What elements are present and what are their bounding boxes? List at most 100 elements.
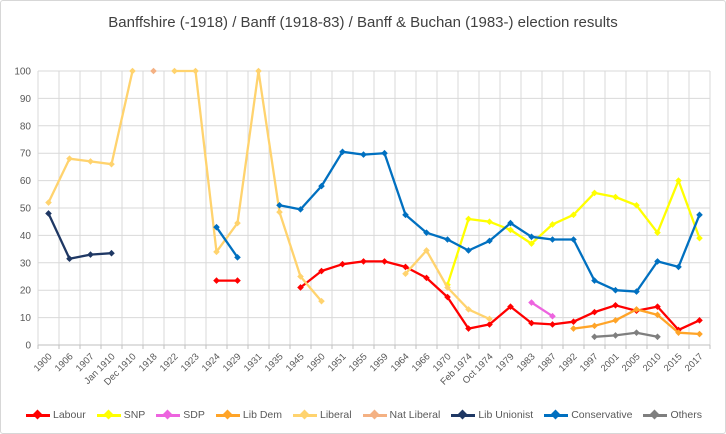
legend-marker <box>293 409 317 420</box>
y-tick-label: 40 <box>20 231 32 242</box>
data-point <box>213 223 220 231</box>
legend-label: Liberal <box>320 409 352 421</box>
data-point <box>654 229 661 236</box>
legend-diamond-icon <box>32 409 43 420</box>
legend-label: SDP <box>183 409 205 421</box>
y-tick-label: 10 <box>20 313 32 324</box>
data-point <box>570 318 577 326</box>
data-point <box>108 160 115 168</box>
data-point <box>528 319 535 327</box>
legend-label: SNP <box>123 409 146 421</box>
data-point <box>591 322 598 330</box>
series-snp <box>444 177 703 289</box>
legend-marker <box>362 409 387 420</box>
legend-item-sdp: SDP <box>156 409 205 421</box>
x-tick-label: 1924 <box>200 351 223 374</box>
x-tick-label: 1964 <box>389 351 412 374</box>
legend-item-lib-dem: Lib Dem <box>215 409 282 421</box>
legend-item-lib-unionist: Lib Unionist <box>451 409 533 421</box>
data-point <box>528 233 535 241</box>
x-tick-label: 1987 <box>536 351 559 374</box>
x-tick-label: 1906 <box>53 351 76 374</box>
series-sdp <box>528 299 556 320</box>
data-point <box>465 215 472 223</box>
y-tick-label: 100 <box>14 67 31 78</box>
series-line <box>215 260 701 332</box>
x-tick-label: 1979 <box>494 351 517 374</box>
legend-label: Conservative <box>571 409 633 421</box>
legend: Labour SNP SDP Lib Dem Liberal Nat Liberal Lib… <box>1 403 725 427</box>
legend-item-liberal: Liberal <box>293 409 352 421</box>
data-point <box>486 321 493 328</box>
y-tick-label: 80 <box>20 121 32 132</box>
data-point <box>318 297 325 305</box>
data-point <box>339 148 346 156</box>
data-point <box>528 299 535 306</box>
data-point <box>234 277 241 284</box>
x-tick-label: 1945 <box>284 351 307 374</box>
data-point <box>444 284 451 291</box>
data-point <box>297 206 304 213</box>
data-point <box>633 329 640 336</box>
legend-diamond-icon <box>369 409 379 420</box>
data-point <box>591 333 598 341</box>
data-point <box>654 303 661 310</box>
x-tick-label: 1935 <box>263 351 286 374</box>
series-conservative <box>213 148 703 295</box>
data-point <box>360 151 367 158</box>
data-point <box>213 277 220 284</box>
x-tick-label: 2010 <box>641 351 664 374</box>
x-tick-label: 1955 <box>347 351 370 374</box>
legend-marker <box>96 409 121 420</box>
data-point <box>465 306 472 313</box>
legend-marker <box>26 409 50 420</box>
data-point <box>234 254 241 261</box>
legend-diamond-icon <box>299 409 310 420</box>
series-labour <box>213 258 703 334</box>
data-point <box>255 67 262 75</box>
x-tick-label: 1997 <box>578 351 601 374</box>
data-point <box>66 155 73 162</box>
data-point <box>675 263 682 271</box>
x-tick-label: 1983 <box>515 351 538 374</box>
series-line <box>593 331 659 338</box>
legend-diamond-icon <box>222 409 233 420</box>
series-liberal <box>45 67 493 323</box>
series-lib-unionist <box>45 210 115 262</box>
series-line <box>446 179 701 286</box>
data-point <box>591 277 598 284</box>
data-point <box>549 321 556 328</box>
legend-label: Others <box>670 409 702 421</box>
data-point <box>570 325 577 332</box>
data-point <box>87 158 94 165</box>
data-point <box>591 308 598 316</box>
legend-label: Nat Liberal <box>389 409 441 421</box>
series-lib-dem <box>570 306 703 338</box>
legend-diamond-icon <box>650 409 660 420</box>
legend-item-nat-liberal: Nat Liberal <box>362 409 441 421</box>
gridlines <box>37 70 711 349</box>
legend-marker <box>215 409 240 420</box>
data-point <box>654 311 661 319</box>
data-point <box>549 236 556 243</box>
data-point <box>591 189 598 197</box>
legend-diamond-icon <box>162 409 173 420</box>
data-point <box>276 208 283 216</box>
x-tick-label: 1918 <box>137 351 160 374</box>
data-point <box>612 193 619 201</box>
y-tick-label: 0 <box>25 341 31 352</box>
series-nat-liberal <box>150 67 157 75</box>
data-point <box>486 315 493 323</box>
y-tick-label: 50 <box>20 204 32 215</box>
data-point <box>612 317 619 324</box>
data-point <box>45 210 52 217</box>
legend-item-others: Others <box>643 409 702 421</box>
data-point <box>381 149 388 157</box>
data-point <box>66 255 73 262</box>
y-tick-label: 30 <box>20 258 32 269</box>
data-point <box>696 317 703 324</box>
x-tick-label: 1931 <box>242 351 265 374</box>
data-point <box>486 218 493 225</box>
